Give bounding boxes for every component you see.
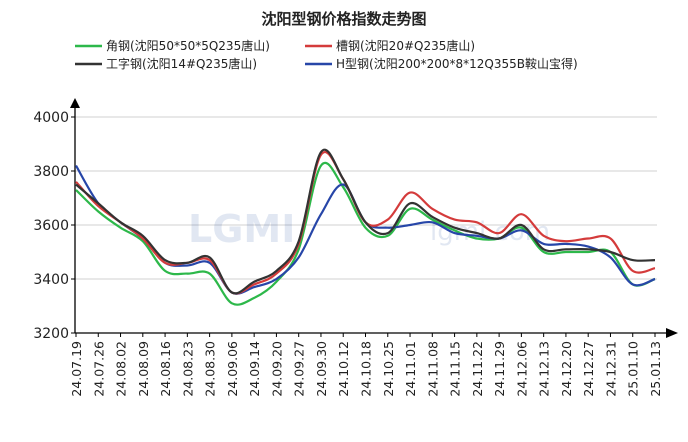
x-tick-label: 24.07.19: [69, 341, 84, 397]
legend: 角钢(沈阳50*50*5Q235唐山) 槽钢(沈阳20#Q235唐山) 工字钢(沈阳…: [75, 38, 578, 71]
x-tick-label: 24.08.16: [158, 341, 173, 397]
x-tick-label: 24.09.06: [225, 341, 240, 397]
series-line-4: [75, 165, 656, 295]
series-line-1: [75, 162, 656, 306]
legend-label-2: 槽钢(沈阳20#Q235唐山): [336, 38, 475, 53]
x-tick-label: 24.10.18: [359, 341, 374, 397]
x-tick-label: 24.12.06: [514, 341, 529, 397]
y-tick-label: 3800: [33, 164, 69, 180]
gridlines: [75, 116, 657, 280]
x-tick-label: 24.10.25: [381, 341, 396, 397]
x-tick-label: 24.12.27: [581, 341, 596, 397]
y-axis-arrow: [70, 98, 80, 108]
watermark-logo: LGMI: [188, 207, 295, 251]
x-tick-label: 25.01.13: [648, 341, 663, 397]
x-tick-labels: 24.07.19 24.07.26 24.08.02 24.08.09 24.08.16…: [69, 333, 663, 397]
legend-label-4: H型钢(沈阳200*200*8*12Q355B鞍山宝得): [336, 56, 578, 71]
watermark: LGMI lgmi.com: [188, 207, 550, 251]
x-tick-label: 24.11.22: [470, 341, 485, 397]
x-tick-label: 24.08.09: [136, 341, 151, 397]
y-tick-label: 3400: [33, 272, 69, 288]
y-tick-label: 3200: [33, 326, 69, 342]
y-tick-label: 4000: [33, 110, 69, 126]
chart-title: 沈阳型钢价格指数走势图: [261, 10, 426, 28]
x-tick-label: 24.07.26: [91, 341, 106, 397]
x-tick-label: 24.09.14: [247, 341, 262, 397]
x-tick-label: 24.09.30: [314, 341, 329, 397]
x-tick-label: 24.08.23: [180, 341, 195, 397]
axes: [70, 98, 678, 338]
x-tick-label: 24.12.20: [559, 341, 574, 397]
x-tick-label: 24.09.20: [269, 341, 284, 397]
y-tick-labels: 3200 3400 3600 3800 4000: [33, 110, 75, 342]
legend-label-3: 工字钢(沈阳14#Q235唐山): [106, 56, 257, 71]
x-tick-label: 24.08.30: [203, 341, 218, 397]
series-group: [75, 148, 656, 306]
x-tick-label: 24.08.02: [114, 341, 129, 397]
x-tick-label: 24.11.01: [403, 341, 418, 397]
x-tick-label: 24.09.27: [292, 341, 307, 397]
x-tick-label: 24.12.13: [537, 341, 552, 397]
series-line-3: [75, 148, 656, 295]
x-tick-label: 24.11.15: [448, 341, 463, 397]
legend-label-1: 角钢(沈阳50*50*5Q235唐山): [106, 38, 270, 53]
x-tick-label: 25.01.10: [626, 341, 641, 397]
x-tick-label: 24.10.12: [336, 341, 351, 397]
y-tick-label: 3600: [33, 218, 69, 234]
x-tick-label: 24.11.08: [425, 341, 440, 397]
x-axis-arrow: [666, 328, 678, 338]
x-tick-label: 24.11.29: [492, 341, 507, 397]
x-tick-label: 24.12.31: [603, 341, 618, 397]
